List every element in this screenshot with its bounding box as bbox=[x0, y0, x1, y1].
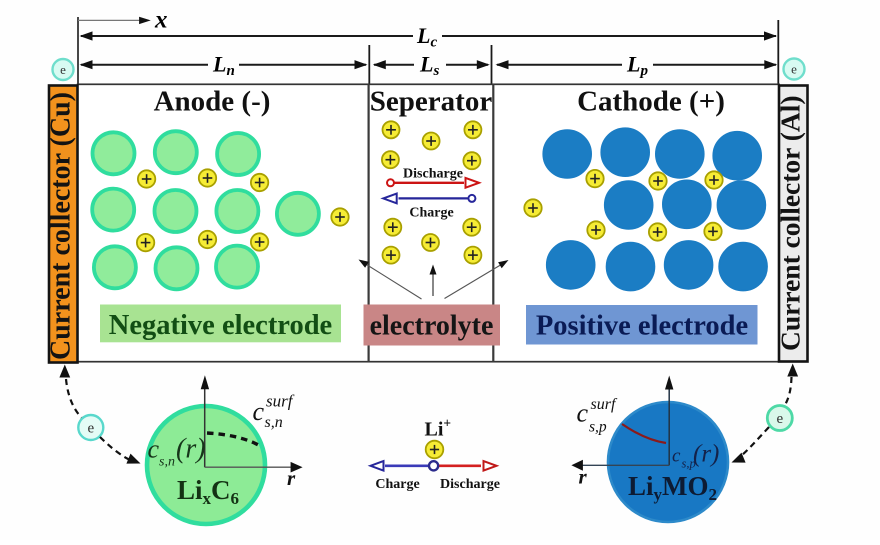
svg-text:s,p: s,p bbox=[682, 457, 696, 471]
svg-text:(r): (r) bbox=[176, 433, 206, 464]
svg-text:Current collector (Al): Current collector (Al) bbox=[775, 95, 806, 351]
svg-text:s,n: s,n bbox=[159, 455, 175, 470]
svg-text:c: c bbox=[253, 397, 265, 426]
svg-text:Charge: Charge bbox=[375, 477, 419, 492]
svg-text:s,p: s,p bbox=[589, 419, 607, 436]
svg-text:r: r bbox=[579, 465, 588, 489]
svg-text:x: x bbox=[154, 7, 168, 34]
svg-text:c: c bbox=[148, 435, 160, 464]
svg-text:c: c bbox=[672, 446, 681, 467]
svg-text:Charge: Charge bbox=[409, 206, 453, 221]
svg-text:e: e bbox=[791, 62, 797, 77]
svg-text:LixC6: LixC6 bbox=[177, 475, 239, 508]
svg-text:Discharge: Discharge bbox=[440, 477, 500, 492]
svg-text:LiyMO2: LiyMO2 bbox=[628, 471, 717, 504]
svg-text:surf: surf bbox=[266, 392, 295, 411]
svg-text:surf: surf bbox=[591, 396, 618, 413]
svg-text:c: c bbox=[577, 399, 589, 428]
svg-text:electrolyte: electrolyte bbox=[370, 311, 494, 342]
svg-text:Seperator: Seperator bbox=[370, 86, 493, 118]
svg-text:(r): (r) bbox=[693, 441, 719, 468]
svg-text:s,n: s,n bbox=[265, 414, 283, 431]
svg-text:Negative electrode: Negative electrode bbox=[109, 310, 332, 341]
svg-text:Anode (-): Anode (-) bbox=[154, 86, 271, 118]
svg-text:Li+: Li+ bbox=[425, 416, 452, 441]
svg-text:r: r bbox=[287, 466, 296, 490]
svg-text:Positive electrode: Positive electrode bbox=[536, 311, 748, 342]
svg-text:Current collector (Cu): Current collector (Cu) bbox=[46, 92, 77, 360]
svg-text:Cathode (+): Cathode (+) bbox=[577, 86, 725, 118]
svg-text:e: e bbox=[776, 411, 783, 427]
svg-text:e: e bbox=[87, 421, 94, 437]
svg-text:e: e bbox=[60, 62, 66, 77]
svg-text:Discharge: Discharge bbox=[403, 167, 463, 182]
